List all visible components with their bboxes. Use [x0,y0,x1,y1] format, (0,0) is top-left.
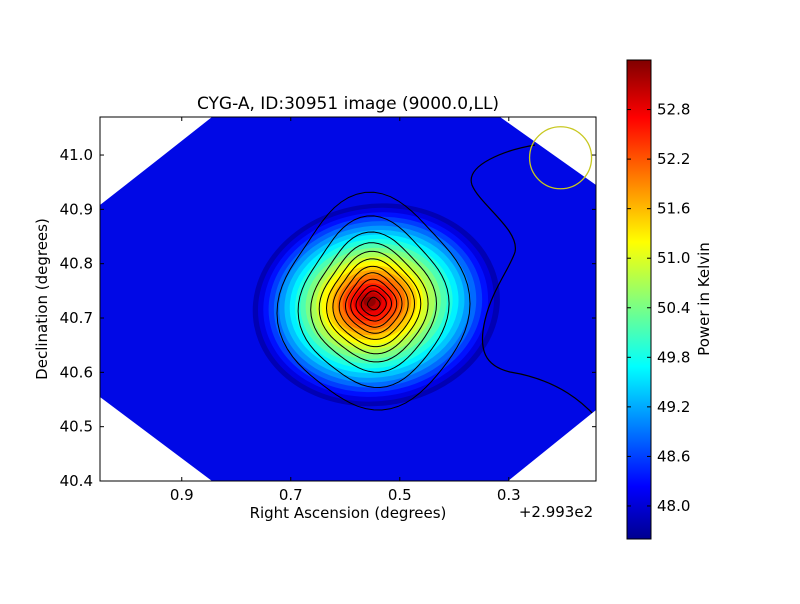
heatmap-image [100,117,596,481]
x-axis-label: Right Ascension (degrees) [250,504,447,522]
chart-title: CYG-A, ID:30951 image (9000.0,LL) [197,94,499,114]
y-tick-label: 41.0 [60,146,93,164]
colorbar-tick-label: 49.8 [657,348,690,366]
colorbar-tick-label: 51.0 [657,249,690,267]
colorbar-tick-label: 50.4 [657,299,690,317]
colorbar-frame [626,59,652,540]
y-tick-label: 40.9 [60,200,93,218]
x-tick-label: 0.3 [497,486,521,504]
x-axis-ticks: 0.9 0.7 0.5 0.3 [170,117,521,504]
contour-line [276,191,471,411]
y-tick-label: 40.5 [60,418,93,436]
contour-line [297,215,450,389]
contour-line [338,265,409,340]
axes-frame [99,116,597,482]
colorbar-tick-label: 48.0 [657,497,690,515]
y-tick-label: 40.6 [60,363,93,381]
beam-circle [528,126,593,190]
contour-line [470,144,596,418]
x-tick-label: 0.5 [388,486,412,504]
colorbar [627,60,651,539]
contour-line [355,285,393,322]
contour-line [360,290,387,317]
y-tick-label: 40.7 [60,309,93,327]
contour-line [332,258,416,348]
blank-corner [500,117,596,185]
blank-corner [508,410,596,481]
colorbar-tick-label: 51.6 [657,200,690,218]
emission-layer [363,296,376,307]
y-axis-ticks: 40.4 40.5 40.6 40.7 40.8 40.9 41.0 [60,146,596,490]
blank-corners [100,117,596,481]
colorbar-label: Power in Kelvin [695,242,713,356]
y-tick-label: 40.8 [60,255,93,273]
x-tick-label: 0.9 [170,486,194,504]
y-tick-label: 40.4 [60,472,93,490]
contour-lines [276,144,596,418]
blank-corner [100,397,212,481]
contour-line [344,272,403,334]
blank-corner [100,117,212,205]
x-axis-offset: +2.993e2 [519,503,593,521]
colorbar-ticks: 48.0 48.6 49.2 49.8 50.4 51.0 51.6 52.2 52.8 [627,101,690,515]
contour-line [325,250,422,355]
colorbar-tick-label: 52.8 [657,101,690,119]
colorbar-tick-label: 48.6 [657,447,690,465]
contour-line [350,278,398,328]
colorbar-tick-label: 52.2 [657,150,690,168]
x-tick-label: 0.7 [279,486,303,504]
contour-line [366,296,381,311]
contour-line [310,231,438,373]
colorbar-tick-label: 49.2 [657,398,690,416]
y-axis-label: Declination (degrees) [33,218,51,380]
contour-line [318,242,429,363]
